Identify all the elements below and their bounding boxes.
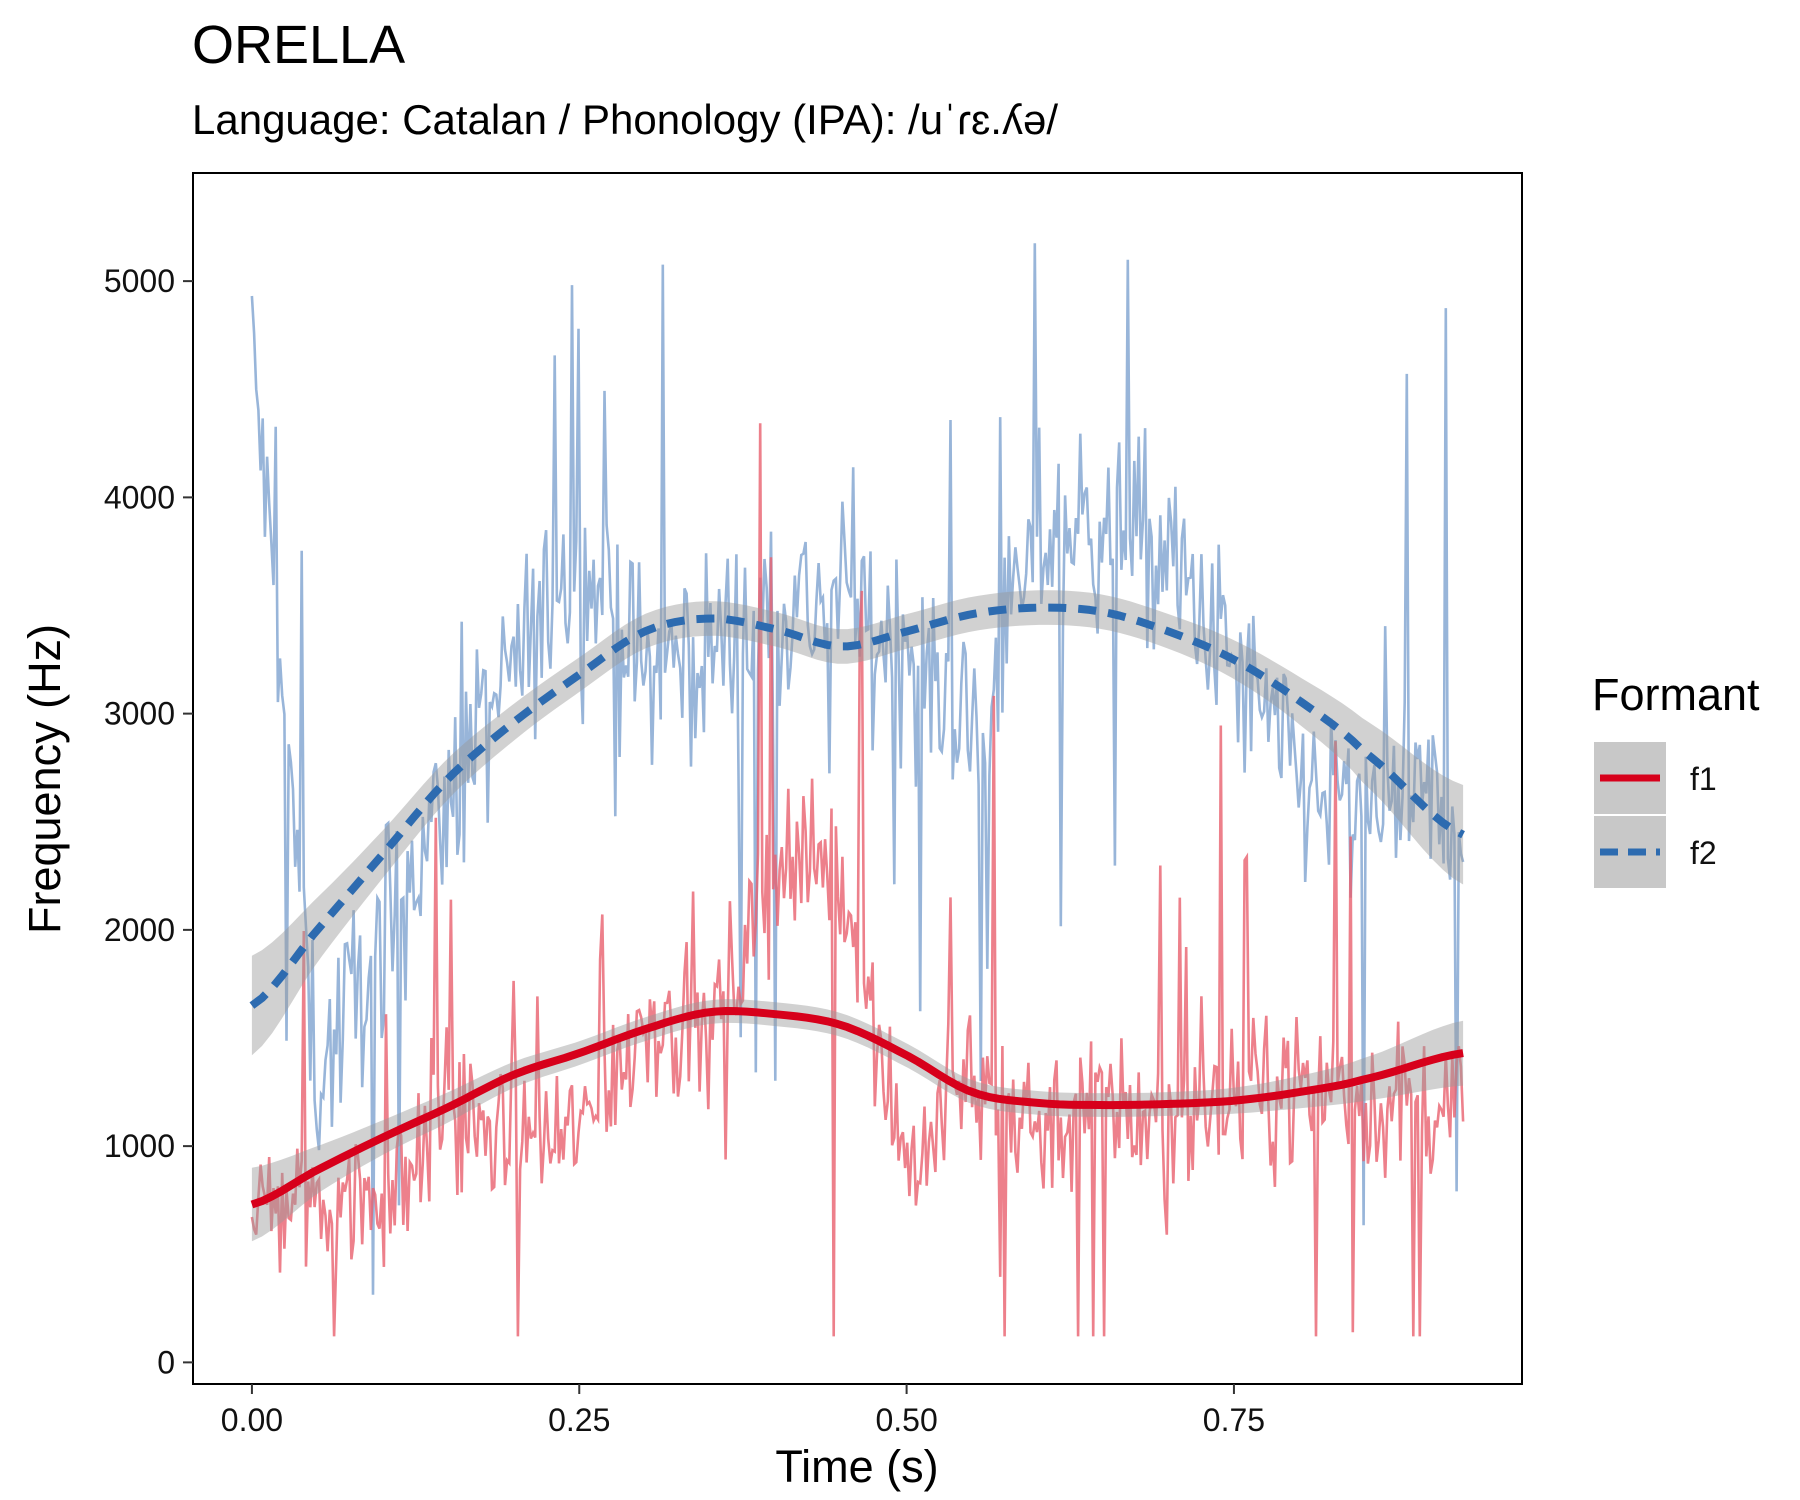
x-axis-label: Time (s) xyxy=(775,1441,938,1492)
ribbon-f2 xyxy=(251,590,1464,1056)
x-tick-label: 0.00 xyxy=(221,1402,283,1438)
chart-title: ORELLA xyxy=(192,15,406,75)
smooth-line-f2 xyxy=(249,603,1465,1009)
x-tick-label: 0.25 xyxy=(548,1402,610,1438)
plot-border xyxy=(192,172,1523,1385)
smooth-line-f1 xyxy=(250,1007,1464,1209)
x-tick-label: 0.50 xyxy=(875,1402,937,1438)
smooth-lines xyxy=(249,603,1465,1209)
x-axis: 0.00 0.25 0.50 0.75 xyxy=(221,1384,1265,1438)
y-tick-label: 4000 xyxy=(104,479,175,515)
legend-title: Formant xyxy=(1592,669,1760,720)
y-tick-label: 2000 xyxy=(104,912,175,948)
legend-label-f2: f2 xyxy=(1690,835,1717,871)
y-axis-label: Frequency (Hz) xyxy=(19,624,70,934)
legend: Formant f1 f2 xyxy=(1592,669,1760,888)
y-tick-label: 5000 xyxy=(104,263,175,299)
y-axis: 0 1000 2000 3000 4000 5000 xyxy=(104,263,193,1380)
chart-subtitle: Language: Catalan / Phonology (IPA): /uˈ… xyxy=(192,96,1058,143)
raw-trace-f2 xyxy=(250,243,1465,1295)
y-tick-label: 0 xyxy=(157,1344,175,1380)
y-tick-label: 3000 xyxy=(104,696,175,732)
legend-label-f1: f1 xyxy=(1690,761,1717,797)
x-tick-label: 0.75 xyxy=(1203,1402,1265,1438)
y-tick-label: 1000 xyxy=(104,1128,175,1164)
